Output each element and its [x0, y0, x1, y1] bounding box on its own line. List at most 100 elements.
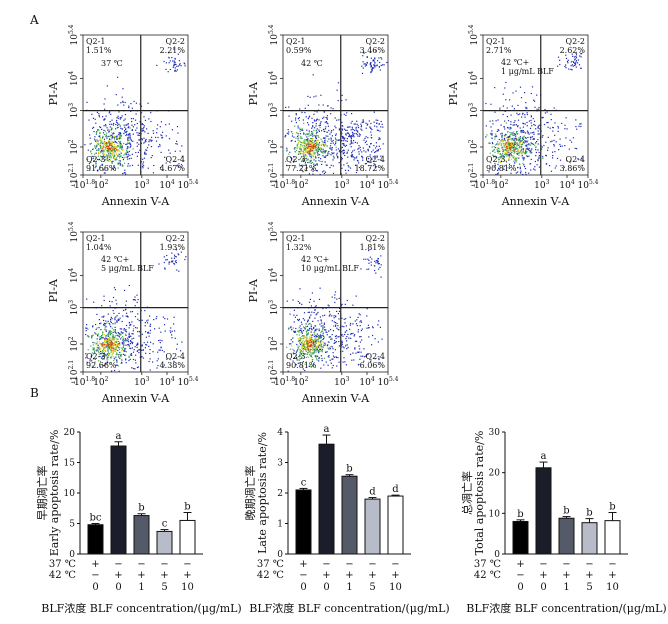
scatter-point: [113, 337, 115, 339]
scatter-point: [175, 70, 177, 72]
scatter-point: [314, 330, 316, 332]
scatter-point: [306, 335, 308, 337]
scatter-point: [296, 357, 298, 360]
scatter-point: [124, 130, 126, 132]
scatter-point: [137, 366, 139, 368]
scatter-point: [122, 159, 124, 161]
scatter-point: [316, 151, 318, 153]
scatter-point: [113, 359, 115, 362]
scatter-point: [169, 330, 171, 332]
scatter-point: [164, 156, 166, 158]
scatter-point: [108, 334, 110, 336]
scatter-point: [147, 331, 149, 333]
scatter-point: [357, 351, 359, 353]
scatter-point: [323, 145, 325, 147]
scatter-point: [121, 149, 123, 151]
scatter-point: [530, 92, 532, 95]
scatter-point: [106, 155, 108, 157]
scatter-point: [106, 168, 108, 170]
scatter-point: [360, 125, 363, 127]
scatter-point: [526, 155, 529, 157]
scatter-point: [134, 119, 137, 121]
scatter-point: [525, 148, 527, 150]
scatter-point: [572, 137, 574, 139]
scatter-point: [111, 142, 113, 145]
scatter-point: [338, 340, 340, 343]
scatter-point: [107, 350, 109, 352]
scatter-point: [105, 350, 107, 352]
scatter-point: [345, 114, 347, 116]
scatter-point: [377, 341, 379, 343]
scatter-point: [305, 323, 307, 325]
scatter-point: [341, 343, 343, 346]
scatter-point: [358, 351, 360, 353]
scatter-point: [501, 147, 503, 149]
scatter-point: [168, 149, 170, 151]
scatter-point: [98, 341, 100, 343]
scatter-point: [318, 298, 321, 300]
scatter-point: [310, 133, 312, 135]
scatter-point: [526, 148, 528, 150]
scatter-point: [147, 332, 149, 334]
scatter-point: [368, 120, 370, 122]
scatter-point: [311, 146, 313, 148]
scatter-point: [505, 99, 507, 101]
scatter-point: [554, 122, 556, 124]
scatter-point: [109, 135, 111, 137]
scatter-point: [294, 330, 296, 332]
scatter-point: [130, 103, 132, 105]
scatter-point: [495, 173, 497, 175]
scatter-point: [325, 144, 327, 146]
scatter-point: [335, 146, 337, 148]
scatter-point: [108, 335, 110, 337]
scatter-point: [316, 340, 318, 342]
scatter-point: [347, 346, 349, 349]
scatter-point: [148, 144, 150, 146]
scatter-point: [95, 152, 97, 154]
scatter-point: [497, 157, 500, 159]
scatter-point: [174, 254, 176, 256]
scatter-point: [300, 168, 302, 170]
scatter-point: [376, 156, 378, 158]
scatter-point: [103, 125, 105, 127]
scatter-point: [96, 349, 98, 351]
scatter-point: [370, 57, 372, 59]
scatter-point: [163, 256, 165, 258]
scatter-point: [524, 123, 526, 125]
scatter-point: [86, 298, 88, 300]
quadrant-label-q2-2: Q2-2: [366, 234, 385, 243]
scatter-point: [505, 151, 507, 153]
scatter-point: [105, 147, 107, 149]
scatter-point: [490, 132, 492, 134]
scatter-point: [143, 137, 145, 139]
scatter-point: [150, 112, 152, 114]
scatter-point: [380, 120, 382, 123]
scatter-point: [535, 149, 537, 151]
scatter-point: [320, 160, 322, 163]
scatter-point: [569, 139, 571, 141]
scatter-point: [306, 147, 308, 149]
scatter-point: [377, 148, 379, 151]
scatter-point: [307, 118, 309, 120]
scatter-point: [86, 327, 88, 329]
scatter-point: [123, 342, 125, 344]
scatter-point: [512, 155, 515, 157]
scatter-point: [145, 149, 147, 151]
scatter-point: [96, 139, 98, 141]
scatter-point: [115, 345, 118, 348]
significance-letter: d: [369, 487, 376, 498]
scatter-point: [308, 130, 310, 132]
scatter-point: [365, 63, 367, 65]
scatter-point: [373, 111, 375, 113]
scatter-point: [496, 135, 498, 137]
scatter-point: [530, 115, 532, 117]
scatter-point: [376, 150, 378, 152]
bar: [512, 520, 529, 555]
scatter-point: [341, 121, 343, 123]
condition-42c-sign: −: [516, 570, 524, 581]
scatter-point: [176, 269, 178, 271]
x-tick-label: 105.4: [578, 179, 599, 191]
scatter-point: [103, 119, 105, 121]
scatter-point: [113, 137, 115, 139]
scatter-point: [128, 147, 130, 149]
